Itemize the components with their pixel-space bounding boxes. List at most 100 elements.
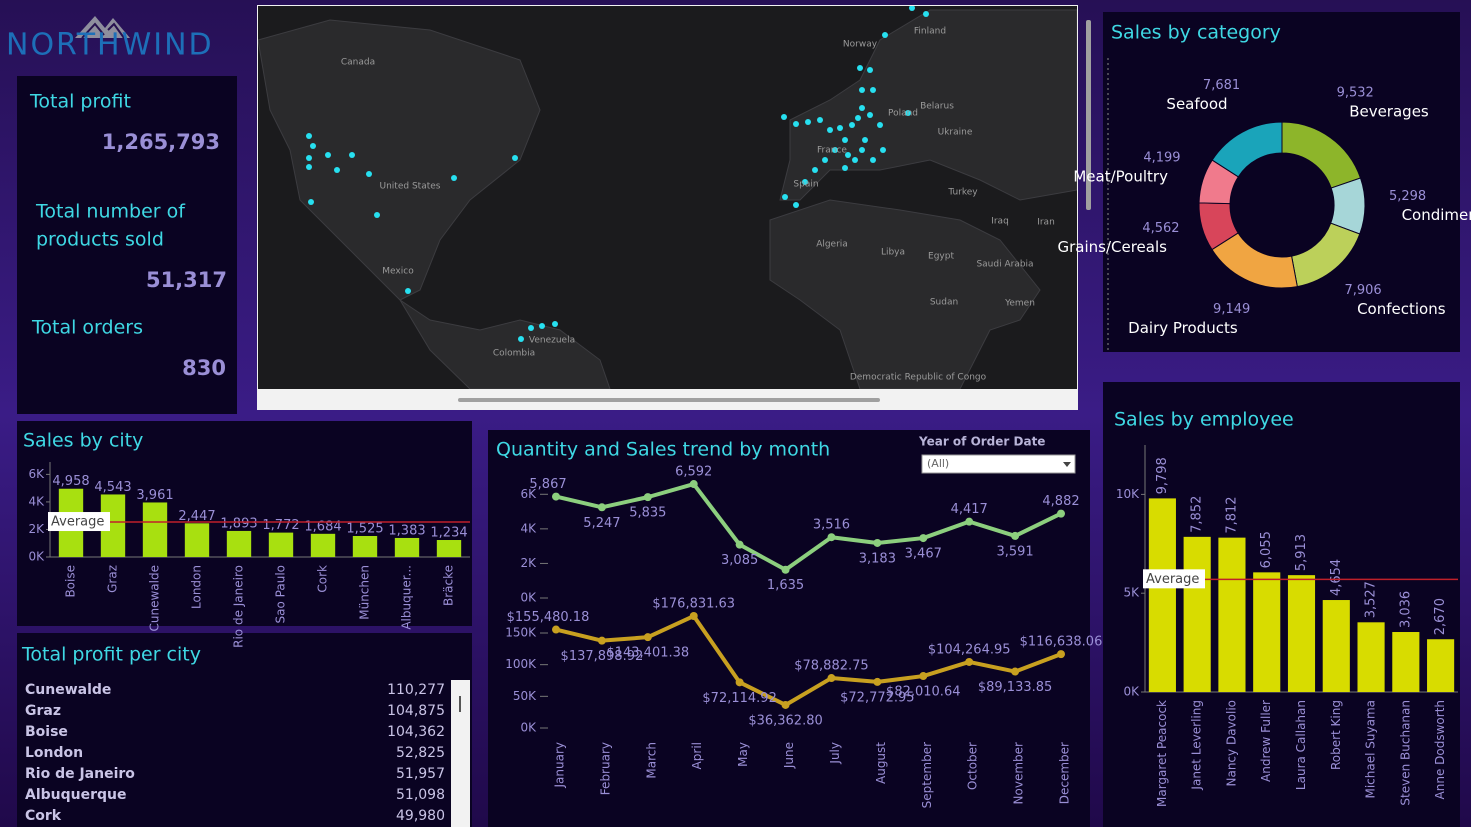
x-tick-label: February [598, 742, 612, 795]
x-tick-label: Boise [64, 565, 78, 598]
customer-dot [310, 143, 316, 149]
y-tick-label: 0K [1123, 685, 1140, 699]
map-label: Poland [888, 109, 918, 119]
y-tick-label: 0K [520, 721, 537, 735]
filter-label: Year of Order Date [918, 435, 1045, 449]
point [552, 625, 560, 634]
bar [394, 537, 420, 557]
value-label: 7,681 [1203, 78, 1240, 93]
x-tick-label: Anne Dodsworth [1433, 700, 1447, 799]
customer-dot [451, 175, 457, 181]
table-scrollbar[interactable] [451, 680, 470, 827]
customer-dot [552, 321, 558, 327]
point [1057, 650, 1065, 659]
logo-text: NORTHWIND [6, 28, 214, 63]
table-city: Albuquerque [25, 787, 127, 803]
map-label: Turkey [947, 188, 978, 198]
point [689, 612, 698, 621]
map-labels: Canada United States Mexico Venezuela Colomb… [341, 27, 1055, 383]
y-tick-label: 6K [520, 487, 537, 501]
y-tick-label: 0K [520, 591, 537, 605]
bar [226, 530, 252, 557]
table-city: Boise [25, 724, 68, 740]
table-value: 52,825 [396, 745, 445, 761]
customer-dot [306, 133, 312, 139]
value-label: 1,383 [388, 523, 425, 538]
map-label: Libya [881, 248, 905, 258]
table-value: 104,875 [387, 703, 445, 719]
customer-dot [306, 164, 312, 170]
customer-dot [528, 325, 534, 331]
value-label: 4,958 [52, 474, 89, 489]
trend-panel [488, 430, 1090, 827]
x-tick-label: July [828, 742, 842, 765]
value-label: $36,362.80 [748, 713, 822, 728]
x-tick-label: Bräcke [442, 565, 456, 606]
value-label: 2,447 [178, 509, 215, 524]
value-label: 5,867 [529, 477, 566, 492]
dropdown-arrow[interactable] [1063, 462, 1071, 467]
value-label: 4,882 [1042, 494, 1079, 509]
x-tick-label: Andrew Fuller [1259, 700, 1273, 782]
customer-dot [870, 87, 876, 93]
y-tick-label: 4K [520, 521, 537, 535]
category-panel [1103, 12, 1460, 352]
bar [268, 532, 294, 557]
donut-slice [1211, 121, 1283, 178]
point [781, 565, 790, 574]
bar [352, 536, 378, 557]
customer-dot [877, 122, 883, 128]
x-tick-label: Margaret Peacock [1155, 700, 1169, 807]
value-label: $72,114.92 [702, 691, 776, 706]
value-label: 6,055 [1259, 531, 1274, 568]
value-label: $143,401.38 [606, 646, 689, 661]
value-label: 5,835 [629, 506, 666, 521]
x-tick-label: Laura Callahan [1294, 700, 1308, 790]
customer-dot [909, 6, 915, 11]
x-tick-label: Sao Paulo [274, 565, 288, 623]
x-tick-label: September [920, 742, 934, 808]
customer-dot [880, 147, 886, 153]
customer-dot [837, 125, 843, 131]
map-scrollbar[interactable] [1086, 20, 1091, 210]
value-label: 1,525 [346, 522, 383, 537]
value-label: 9,149 [1213, 302, 1250, 317]
category-label: Dairy Products [1128, 319, 1238, 337]
bar [436, 540, 462, 557]
y-tick-label: 50K [513, 689, 537, 703]
category-label: Grains/Cereals [1057, 238, 1167, 256]
customer-dot [306, 155, 312, 161]
bar [184, 523, 210, 557]
filter-value[interactable]: (All) [927, 457, 949, 470]
y-tick-label: 10K [1116, 487, 1140, 501]
value-label: 9,798 [1155, 457, 1170, 494]
x-tick-label: Cunewalde [148, 565, 162, 631]
point [735, 678, 744, 687]
table-city: Graz [25, 703, 61, 719]
scroll-thumb[interactable] [459, 696, 461, 712]
map-label: Colombia [493, 349, 535, 359]
customer-dot [539, 323, 545, 329]
filter-dropdown[interactable] [921, 454, 1076, 474]
table-value: 49,980 [396, 808, 445, 824]
customer-dot [793, 202, 799, 208]
customer-dot [822, 157, 828, 163]
value-label: $72,772.95 [840, 690, 914, 705]
category-label: Beverages [1349, 103, 1429, 121]
map-label: Iran [1037, 218, 1055, 228]
x-tick-label: May [736, 742, 750, 767]
value-label: 4,199 [1143, 151, 1180, 166]
average-box [1143, 569, 1205, 589]
chart-title: Sales by category [1111, 22, 1281, 44]
bar [310, 533, 336, 557]
value-label: 1,635 [767, 578, 804, 593]
table-city: London [25, 745, 83, 761]
point [689, 480, 698, 489]
kpi-label: products sold [36, 229, 164, 251]
chart-title: Quantity and Sales trend by month [496, 439, 830, 461]
value-label: $155,480.18 [507, 610, 590, 625]
map-land [258, 9, 1077, 389]
map-scrollbar-h[interactable] [458, 398, 880, 402]
line [555, 482, 1062, 572]
value-label: 5,913 [1294, 534, 1309, 571]
